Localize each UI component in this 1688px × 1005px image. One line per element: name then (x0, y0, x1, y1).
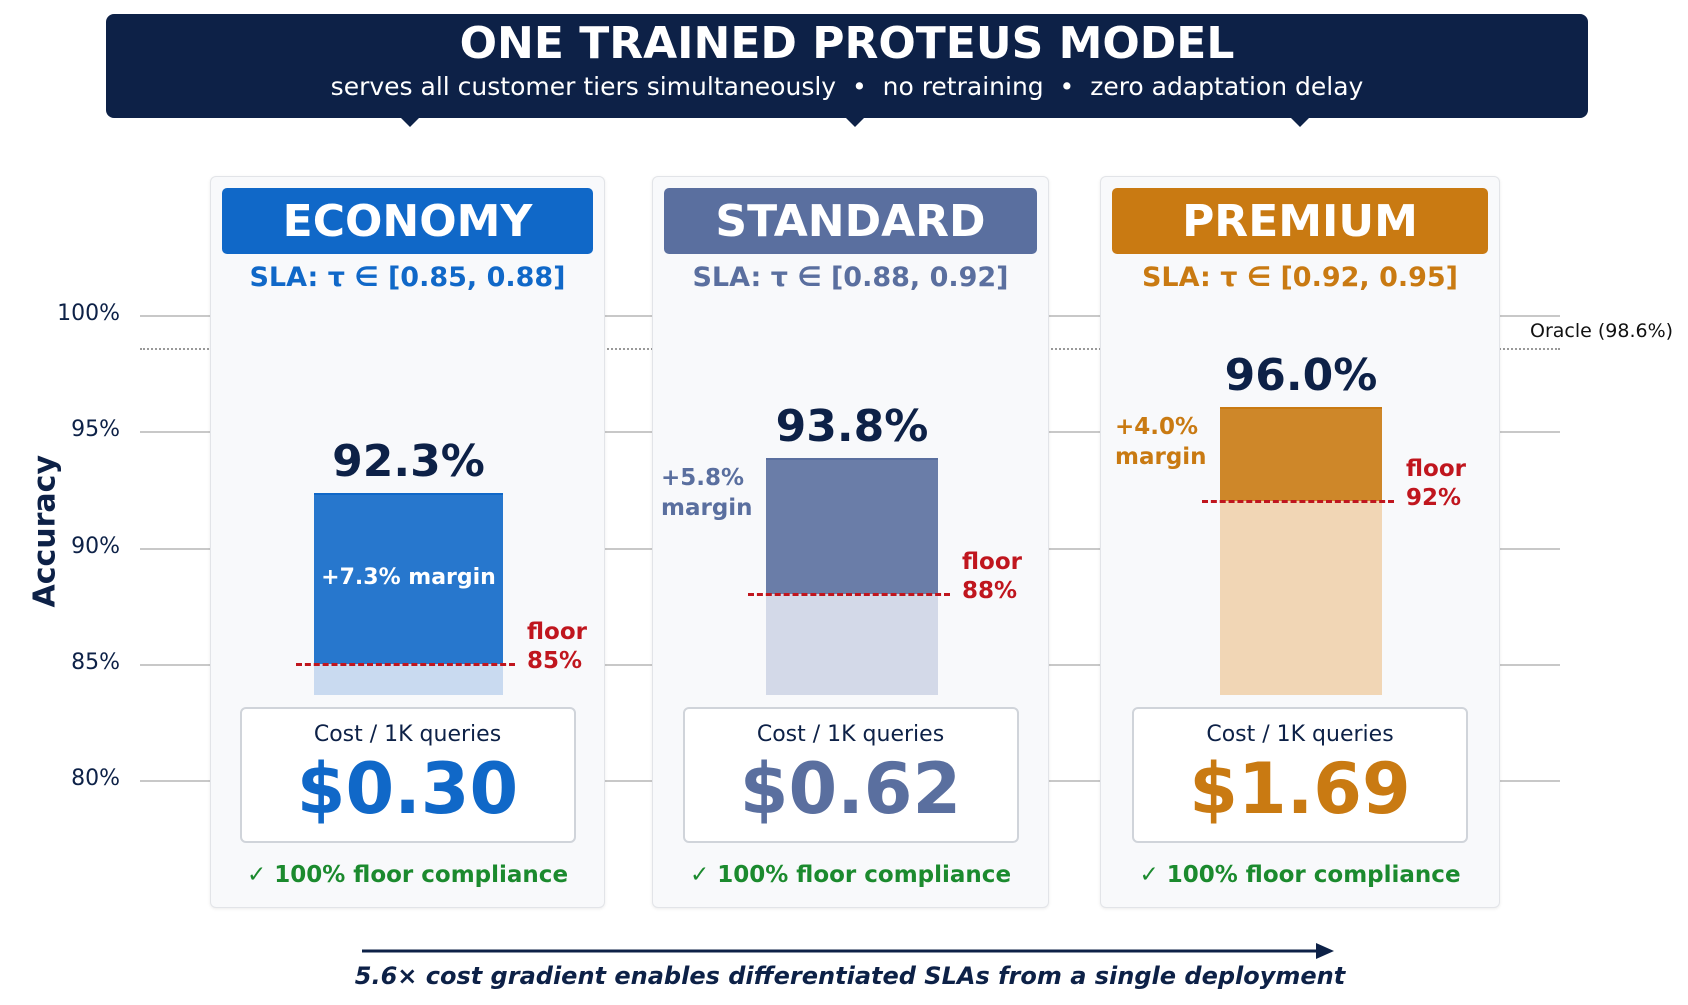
sla-label: SLA: τ ∈ [0.88, 0.92] (692, 262, 1009, 293)
bar-margin (766, 459, 938, 594)
sla-label: SLA: τ ∈ [0.92, 0.95] (1141, 262, 1459, 293)
cost-box (239, 707, 576, 843)
y-tick-label: 100% (57, 301, 120, 326)
y-tick-label: 80% (71, 766, 120, 791)
accuracy-label: 96.0% (1224, 350, 1378, 401)
bar-floor (766, 594, 938, 695)
cost-value: $0.62 (739, 748, 962, 830)
floor-label: floor 88% (962, 549, 1022, 604)
sla-label: SLA: τ ∈ [0.85, 0.88] (249, 262, 566, 293)
cost-value: $0.30 (296, 748, 519, 830)
margin-label: +4.0% margin (1115, 414, 1207, 470)
floor-line (296, 662, 515, 666)
bar-top (766, 458, 938, 461)
cost-box (1132, 707, 1468, 843)
y-tick-label: 95% (71, 417, 120, 443)
tier-header (1112, 188, 1488, 254)
bar-top (1220, 407, 1382, 409)
tier-name: STANDARD (715, 196, 986, 247)
compliance-note: ✓ 100% floor compliance (1139, 862, 1461, 888)
title: ONE TRAINED PROTEUS MODEL (459, 18, 1235, 69)
y-tick-label: 90% (71, 533, 120, 559)
accuracy-label: 93.8% (775, 401, 929, 453)
compliance-note: ✓ 100% floor compliance (246, 862, 569, 888)
floor-line (748, 593, 950, 596)
tier-header (222, 188, 593, 254)
compliance-note: ✓ 100% floor compliance (689, 862, 1012, 888)
bar-floor (314, 663, 503, 695)
accuracy-label: 92.3% (332, 436, 485, 488)
floor-line (1202, 500, 1394, 503)
footer-note: 5.6× cost gradient enables differentiate… (354, 962, 1346, 990)
bar-margin (314, 494, 503, 664)
floor-label: floor 85% (527, 618, 587, 674)
bar-top (314, 493, 503, 496)
cost-caption: Cost / 1K queries (313, 722, 502, 747)
subtitle: serves all customer tiers simultaneously… (330, 72, 1364, 101)
margin-label: +5.8% margin (661, 465, 753, 522)
floor-label: floor 92% (1406, 456, 1466, 511)
tier-header (664, 188, 1037, 254)
cost-caption: Cost / 1K queries (756, 722, 945, 747)
bar-floor (1220, 501, 1382, 695)
cost-caption: Cost / 1K queries (1206, 722, 1394, 747)
cost-box (682, 707, 1019, 843)
oracle-label: Oracle (98.6%) (1530, 319, 1674, 342)
margin-label: +7.3% margin (321, 564, 496, 590)
header-banner (106, 14, 1588, 118)
bar-margin (1220, 408, 1382, 501)
cost-value: $1.69 (1189, 748, 1411, 830)
tier-name: PREMIUM (1182, 196, 1418, 247)
tier-name: ECONOMY (282, 196, 533, 247)
y-tick-label: 85% (71, 649, 120, 675)
